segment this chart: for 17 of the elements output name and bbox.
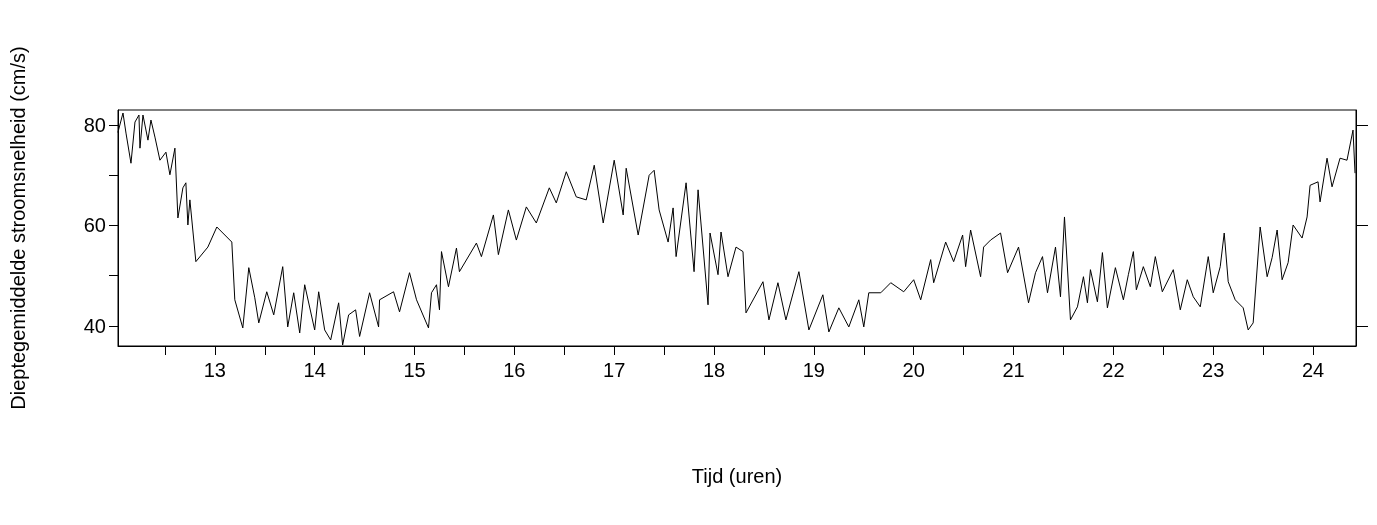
x-tick-label: 17 [603, 359, 626, 381]
x-tick-label: 24 [1301, 359, 1325, 381]
y-tick-label: 80 [83, 114, 106, 137]
x-tick-label: 14 [303, 359, 326, 381]
y-tick-label: 60 [83, 214, 106, 237]
x-tick-label: 22 [1102, 359, 1125, 381]
y-axis-title: Dieptegemiddelde stroomsnelheid (cm/s) [7, 46, 29, 410]
x-tick-label: 21 [1002, 359, 1025, 381]
x-tick-label: 16 [503, 359, 526, 381]
x-tick-label: 15 [403, 359, 426, 381]
x-tick-label: 19 [802, 359, 825, 381]
x-axis-title: Tijd (uren) [691, 465, 783, 487]
x-tick-label: 20 [902, 359, 925, 381]
y-tick-label: 40 [83, 314, 106, 337]
x-tick-label: 18 [702, 359, 726, 381]
x-tick-label: 23 [1202, 359, 1225, 381]
x-tick-label: 13 [203, 359, 226, 381]
